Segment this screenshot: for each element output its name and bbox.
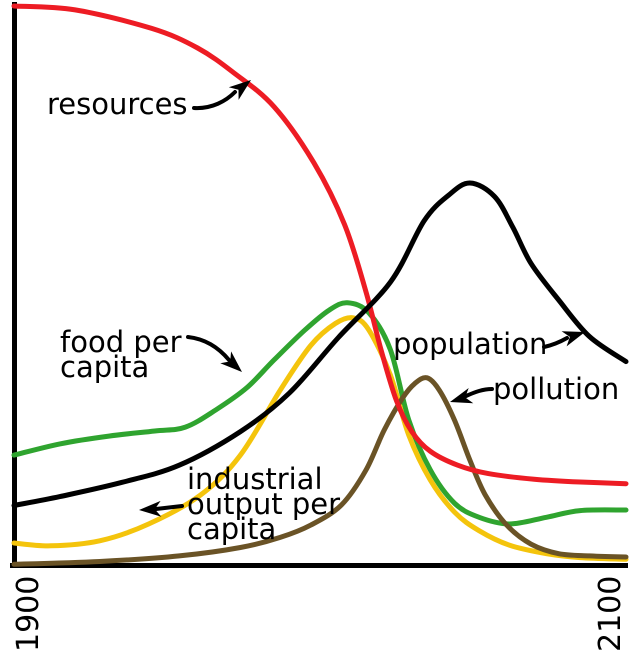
industrial-output-label: industrial output per capita [187,462,341,546]
series-population [11,180,629,508]
pollution-label: pollution [493,372,620,406]
resources-arrow [192,80,251,111]
series-pollution [11,375,629,567]
x-tick-2100: 2100 [593,575,628,650]
food-per-capita-arrow [186,335,242,372]
pollution-arrow [450,387,494,404]
series-group [11,3,629,567]
series-industrial-output-per-capita [11,315,629,562]
series-resources [11,3,629,487]
food-per-capita-label: food per capita [60,325,182,384]
population-arrow [542,331,585,349]
x-tick-1900: 1900 [11,575,46,650]
resources-label: resources [47,87,188,121]
population-label: population [393,327,548,361]
series-food-per-capita [11,300,629,527]
industrial-output-arrow [139,500,184,517]
